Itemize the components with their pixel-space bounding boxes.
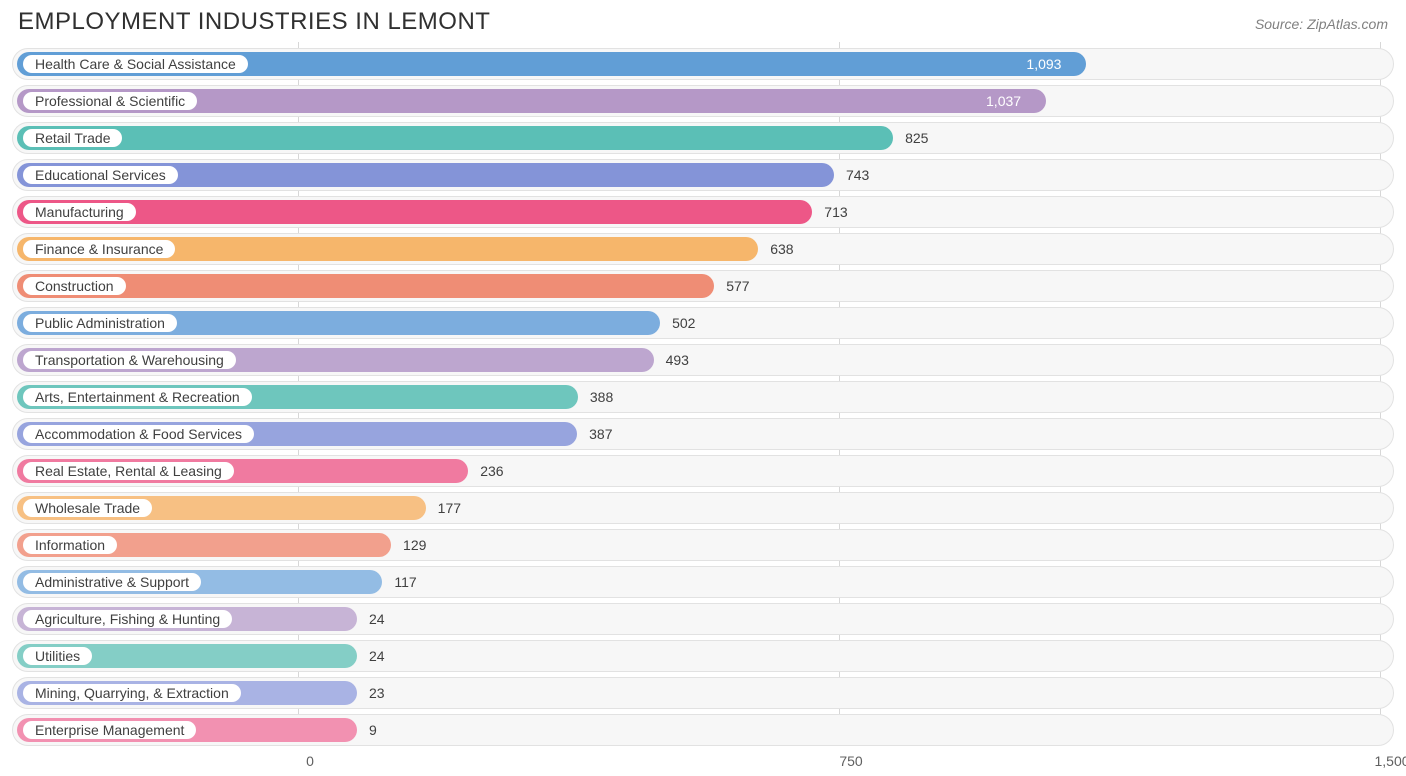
chart-area: Health Care & Social Assistance 1,093 Prof… (0, 42, 1406, 776)
bar-value: 502 (672, 308, 695, 338)
bar-row: Educational Services 743 (12, 159, 1394, 191)
bar-row: Retail Trade 825 (12, 122, 1394, 154)
bar-label: Information (23, 536, 117, 554)
bar-label: Public Administration (23, 314, 177, 332)
bar-row: Utilities 24 (12, 640, 1394, 672)
chart-header: EMPLOYMENT INDUSTRIES IN LEMONT Source: … (0, 0, 1406, 42)
bar-row: Public Administration 502 (12, 307, 1394, 339)
bar-label: Mining, Quarrying, & Extraction (23, 684, 241, 702)
bar-value: 638 (770, 234, 793, 264)
bar-label: Arts, Entertainment & Recreation (23, 388, 252, 406)
bar-row: Mining, Quarrying, & Extraction 23 (12, 677, 1394, 709)
bar-row: Information 129 (12, 529, 1394, 561)
bar-value: 1,037 (986, 86, 1021, 116)
bar-value: 236 (480, 456, 503, 486)
bar-row: Manufacturing 713 (12, 196, 1394, 228)
bar-label: Real Estate, Rental & Leasing (23, 462, 234, 480)
bar-value: 825 (905, 123, 928, 153)
bar-row: Health Care & Social Assistance 1,093 (12, 48, 1394, 80)
bar-label: Transportation & Warehousing (23, 351, 236, 369)
bar-value: 9 (369, 715, 377, 745)
bar-label: Agriculture, Fishing & Hunting (23, 610, 232, 628)
bar-row: Real Estate, Rental & Leasing 236 (12, 455, 1394, 487)
bar-label: Manufacturing (23, 203, 136, 221)
bar-label: Finance & Insurance (23, 240, 175, 258)
bar-value: 24 (369, 604, 385, 634)
bar-label: Enterprise Management (23, 721, 196, 739)
bar-value: 743 (846, 160, 869, 190)
bar-row: Construction 577 (12, 270, 1394, 302)
bar-label: Retail Trade (23, 129, 122, 147)
x-axis: 07501,500 (12, 751, 1394, 776)
bar-value: 388 (590, 382, 613, 412)
chart-title: EMPLOYMENT INDUSTRIES IN LEMONT (18, 8, 490, 36)
bar-value: 387 (589, 419, 612, 449)
bar-label: Wholesale Trade (23, 499, 152, 517)
bar-row: Administrative & Support 117 (12, 566, 1394, 598)
bar-row: Enterprise Management 9 (12, 714, 1394, 746)
bar-row: Wholesale Trade 177 (12, 492, 1394, 524)
bar-value: 23 (369, 678, 385, 708)
bar-value: 117 (394, 567, 416, 597)
bar-value: 713 (824, 197, 847, 227)
bar-label: Health Care & Social Assistance (23, 55, 248, 73)
bar-row: Agriculture, Fishing & Hunting 24 (12, 603, 1394, 635)
bar-label: Utilities (23, 647, 92, 665)
bar-value: 177 (438, 493, 461, 523)
bar-row: Professional & Scientific 1,037 (12, 85, 1394, 117)
x-axis-tick: 1,500 (1374, 753, 1406, 769)
bars-container: Health Care & Social Assistance 1,093 Prof… (12, 48, 1394, 746)
bar-row: Finance & Insurance 638 (12, 233, 1394, 265)
bar-row: Accommodation & Food Services 387 (12, 418, 1394, 450)
bar-value: 1,093 (1026, 49, 1061, 79)
bar-row: Transportation & Warehousing 493 (12, 344, 1394, 376)
bar-value: 24 (369, 641, 385, 671)
x-axis-tick: 0 (306, 753, 314, 769)
bar-row: Arts, Entertainment & Recreation 388 (12, 381, 1394, 413)
bar-label: Construction (23, 277, 126, 295)
bar-value: 129 (403, 530, 426, 560)
bar-value: 577 (726, 271, 749, 301)
bar-fill (17, 126, 893, 150)
bar-label: Educational Services (23, 166, 178, 184)
bar-label: Accommodation & Food Services (23, 425, 254, 443)
chart-source: Source: ZipAtlas.com (1255, 16, 1388, 32)
bar-fill (17, 200, 812, 224)
bar-label: Administrative & Support (23, 573, 201, 591)
bar-label: Professional & Scientific (23, 92, 197, 110)
x-axis-tick: 750 (839, 753, 862, 769)
bar-value: 493 (666, 345, 689, 375)
